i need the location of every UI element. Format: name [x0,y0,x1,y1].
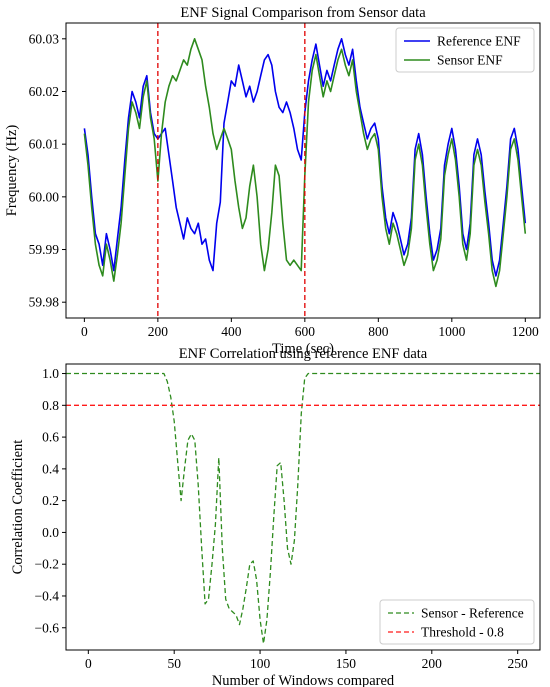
plot-area [66,372,540,645]
signal-comparison-chart: ENF Signal Comparison from Sensor data 0 2… [4,5,541,357]
x-tick-label: 150 [336,656,357,671]
legend-label: Threshold - 0.8 [421,625,504,640]
x-tick-label: 250 [508,656,529,671]
x-tick-label: 200 [148,324,169,339]
x-axis-label: Number of Windows compared [212,673,395,687]
y-tick-label: 60.01 [29,137,59,152]
legend: Reference ENF Sensor ENF [395,27,535,73]
y-tick-label: 59.99 [29,242,60,257]
y-tick-label: −0.6 [35,620,60,635]
chart-title: ENF Signal Comparison from Sensor data [180,5,426,21]
legend-label: Sensor - Reference [421,606,524,621]
x-tick-label: 1000 [438,324,465,339]
y-tick-label: 1.0 [42,366,59,381]
y-tick-label: 0.4 [42,461,59,476]
x-tick-label: 0 [81,324,88,339]
legend-box [395,27,535,73]
y-tick-label: 0.6 [42,430,59,445]
x-tick-label: 0 [85,656,92,671]
legend-box [379,599,535,645]
y-axis-label: Correlation Coefficient [10,440,26,575]
y-tick-label: 0.0 [42,525,59,540]
y-tick-label: 0.8 [42,398,59,413]
series-line-primary [66,372,540,645]
y-tick-label: 0.2 [42,493,59,508]
plot-area [83,23,527,318]
x-axis-label: Time (sec) [272,341,334,357]
y-tick-label: 60.02 [29,84,59,99]
x-tick-label: 200 [422,656,443,671]
legend: Sensor - Reference Threshold - 0.8 [379,599,535,645]
axes-frame [65,22,541,319]
x-tick-label: 800 [368,324,389,339]
y-tick-label: −0.4 [35,588,60,603]
x-tick-label: 1200 [512,324,539,339]
y-tick-label: 60.03 [29,31,60,46]
y-tick-label: 60.00 [29,189,60,204]
y-axis-label: Frequency (Hz) [4,125,20,217]
correlation-chart: ENF Correlation using reference ENF data… [10,346,541,687]
y-tick-label: 59.98 [29,295,60,310]
x-tick-label: 50 [167,656,181,671]
x-tick-label: 400 [221,324,242,339]
chart-title: ENF Correlation using reference ENF data [179,346,428,362]
x-tick-label: 600 [295,324,316,339]
legend-label: Sensor ENF [437,53,503,68]
y-tick-label: −0.2 [35,557,60,572]
legend-label: Reference ENF [437,34,521,49]
axes-frame [65,363,541,651]
x-tick-label: 100 [250,656,271,671]
